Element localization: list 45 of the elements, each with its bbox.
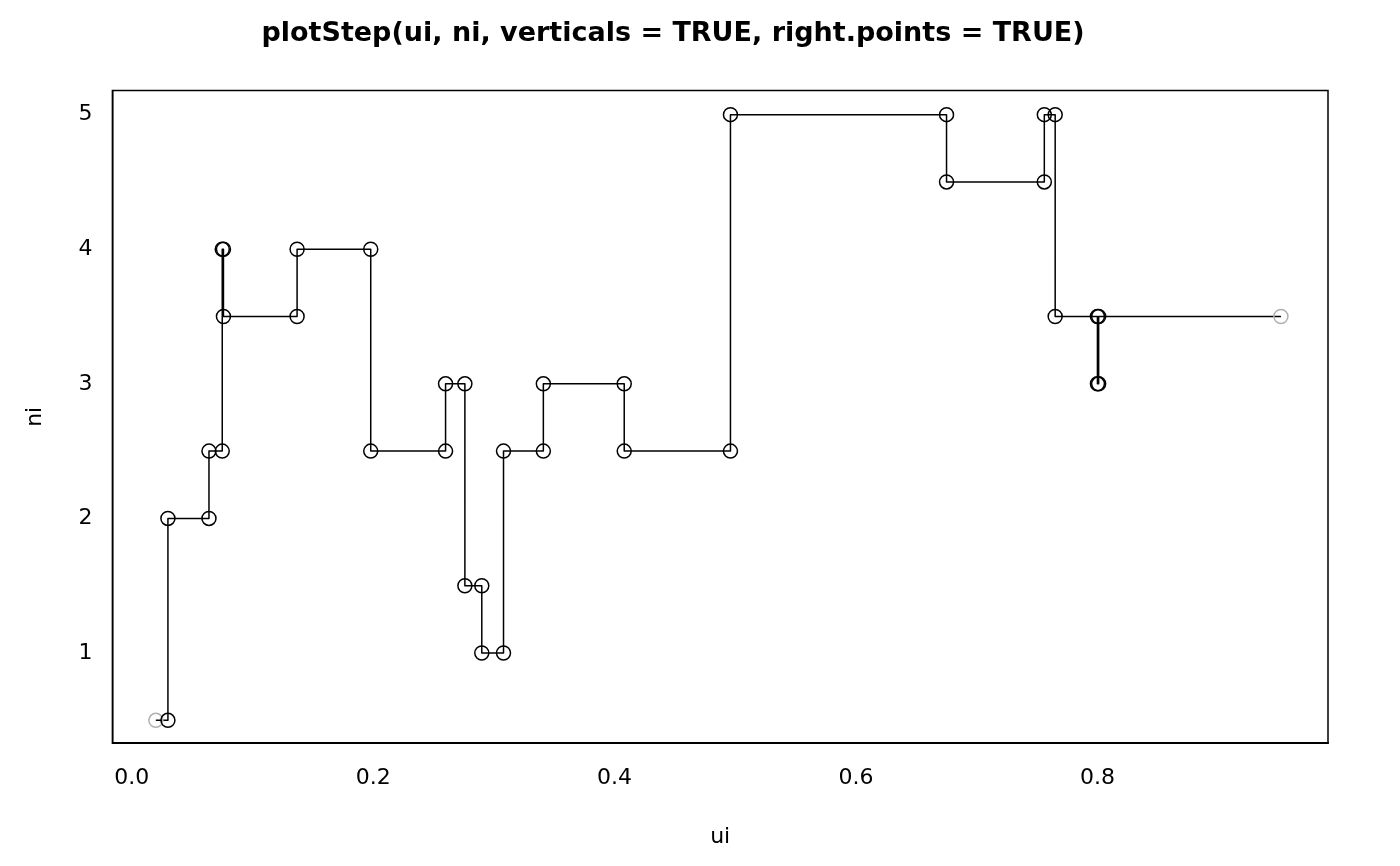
point <box>1036 106 1053 123</box>
x-tick-label: 0.0 <box>114 764 150 790</box>
point <box>938 174 955 190</box>
point <box>437 376 454 392</box>
x-tick-label: 0.4 <box>597 764 633 790</box>
point <box>1047 308 1063 325</box>
point <box>437 443 454 459</box>
point <box>289 308 305 325</box>
point <box>535 376 552 392</box>
y-tick-label: 1 <box>78 638 93 664</box>
point <box>160 510 176 527</box>
point <box>474 645 490 661</box>
point <box>1273 308 1289 325</box>
point <box>616 376 632 392</box>
point <box>215 308 232 325</box>
point <box>214 443 230 459</box>
y-tick-label: 3 <box>78 369 93 395</box>
y-tick-label: 4 <box>78 234 93 260</box>
x-tick-label: 0.2 <box>355 764 391 790</box>
point <box>457 376 473 392</box>
x-axis-title: ui <box>710 822 731 848</box>
point <box>474 577 490 594</box>
y-tick-label: 5 <box>78 100 93 126</box>
point <box>938 106 955 123</box>
point <box>495 645 512 661</box>
x-tick-label: 0.8 <box>1079 764 1115 790</box>
point <box>362 241 379 257</box>
point <box>201 443 217 459</box>
y-axis-title: ni <box>20 406 46 427</box>
point <box>722 443 739 459</box>
point <box>160 712 176 729</box>
point <box>722 106 739 123</box>
point <box>616 443 632 459</box>
point <box>535 443 552 459</box>
point <box>1036 174 1053 190</box>
point <box>148 712 164 729</box>
y-tick-label: 2 <box>78 504 93 530</box>
point <box>289 241 305 257</box>
x-tick-label: 0.6 <box>838 764 874 790</box>
point <box>457 577 473 594</box>
chart-title: plotStep(ui, ni, verticals = TRUE, right.points = TRUE) <box>261 16 1085 48</box>
point <box>1047 106 1063 123</box>
point <box>362 443 379 459</box>
point <box>201 510 217 527</box>
point <box>495 443 512 459</box>
